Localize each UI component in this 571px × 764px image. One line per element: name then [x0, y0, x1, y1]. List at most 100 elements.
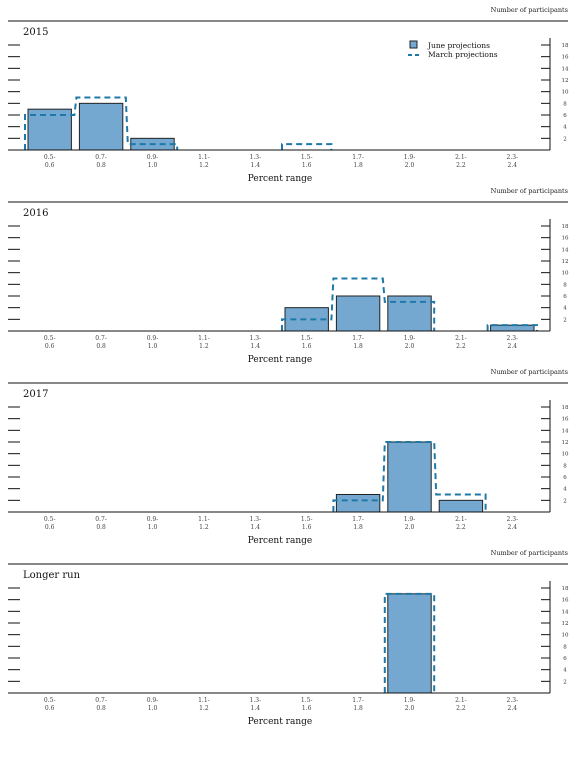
legend-june-swatch [409, 40, 418, 49]
march-outline [486, 324, 538, 331]
x-tick-label: 2.3- [507, 516, 519, 523]
y-tick-label: 16 [562, 55, 569, 61]
x-tick-label: 1.1- [198, 697, 210, 704]
x-tick-label: 1.3- [250, 516, 262, 523]
x-tick-label: 1.4 [251, 705, 261, 712]
x-tick-label: 2.2 [456, 705, 466, 712]
x-tick-label: 1.7- [352, 697, 364, 704]
y-tick-label: 4 [563, 306, 567, 312]
y-tick-label: 2 [563, 317, 567, 323]
y-tick-label: 14 [562, 428, 569, 434]
x-tick-label: 2.2 [456, 343, 466, 350]
x-tick-label: 2.0 [405, 705, 415, 712]
x-tick-label: 1.8 [353, 524, 363, 531]
x-tick-label: 0.7- [95, 154, 107, 161]
y-tick-label: 16 [562, 598, 569, 604]
march-outline [24, 96, 179, 150]
x-tick-label: 0.8 [96, 705, 106, 712]
x-tick-label: 1.9- [404, 516, 416, 523]
x-tick-label: 1.8 [353, 162, 363, 169]
y-tick-label: 14 [562, 609, 569, 615]
x-tick-label: 2.1- [455, 516, 467, 523]
march-outline [383, 592, 436, 693]
x-tick-label: 1.0 [148, 705, 158, 712]
x-tick-label: 2.3- [507, 154, 519, 161]
units-label: Number of participants [491, 368, 568, 376]
x-tick-label: 1.7- [352, 154, 364, 161]
units-label: Number of participants [491, 187, 568, 195]
y-tick-label: 6 [563, 475, 567, 481]
y-tick-label: 16 [562, 236, 569, 242]
x-tick-label: 0.5- [44, 154, 56, 161]
x-tick-label: 2.2 [456, 162, 466, 169]
x-tick-label: 2.1- [455, 335, 467, 342]
june-bar [78, 102, 124, 151]
y-tick-label: 14 [562, 66, 569, 72]
x-tick-label: 1.7- [352, 516, 364, 523]
x-axis-label: Percent range [248, 717, 312, 727]
x-tick-label: 2.2 [456, 524, 466, 531]
x-tick-label: 0.7- [95, 697, 107, 704]
x-tick-label: 2.0 [405, 162, 415, 169]
march-outline [281, 277, 436, 331]
y-tick-label: 8 [563, 101, 567, 107]
x-tick-label: 0.6 [45, 524, 55, 531]
x-tick-label: 1.5- [301, 154, 313, 161]
panel-0: Number of participants 2015 2 4 6 8 10 12 14 16 18… [8, 6, 569, 184]
x-tick-label: 0.9- [147, 154, 159, 161]
x-tick-label: 1.6 [302, 524, 312, 531]
y-tick-label: 6 [563, 656, 567, 662]
x-tick-label: 0.8 [96, 524, 106, 531]
y-tick-label: 10 [562, 452, 569, 458]
x-tick-label: 0.5- [44, 697, 56, 704]
x-tick-label: 2.1- [455, 154, 467, 161]
x-tick-label: 1.9- [404, 697, 416, 704]
x-tick-label: 2.4 [508, 524, 518, 531]
x-tick-label: 1.9- [404, 335, 416, 342]
june-bar [387, 593, 432, 694]
y-tick-label: 18 [562, 405, 569, 411]
x-tick-label: 2.0 [405, 524, 415, 531]
x-tick-label: 1.4 [251, 524, 261, 531]
x-tick-label: 1.5- [301, 335, 313, 342]
y-tick-label: 12 [562, 259, 569, 265]
y-tick-label: 14 [562, 247, 569, 253]
x-tick-label: 1.6 [302, 343, 312, 350]
x-tick-label: 0.9- [147, 335, 159, 342]
x-tick-label: 0.6 [45, 343, 55, 350]
x-tick-label: 0.8 [96, 343, 106, 350]
y-tick-label: 18 [562, 224, 569, 230]
panel-1: Number of participants 2016 2 4 6 8 10 12 14 16 18… [8, 187, 569, 365]
y-tick-label: 8 [563, 282, 567, 288]
june-bar [387, 441, 432, 513]
x-tick-label: 1.1- [198, 516, 210, 523]
x-tick-label: 1.2 [199, 162, 209, 169]
x-tick-label: 0.9- [147, 516, 159, 523]
x-tick-label: 1.6 [302, 705, 312, 712]
x-tick-label: 1.2 [199, 524, 209, 531]
x-tick-label: 1.4 [251, 162, 261, 169]
panel-title: 2017 [23, 389, 48, 400]
y-tick-label: 10 [562, 271, 569, 277]
y-tick-label: 4 [563, 487, 567, 493]
x-tick-label: 0.7- [95, 516, 107, 523]
june-bar [438, 499, 484, 513]
x-tick-label: 1.0 [148, 162, 158, 169]
legend-june-label: June projections [427, 41, 490, 50]
panel-title: 2016 [23, 208, 48, 219]
y-tick-label: 10 [562, 90, 569, 96]
x-tick-label: 1.2 [199, 343, 209, 350]
x-tick-label: 0.6 [45, 705, 55, 712]
panel-title: Longer run [23, 570, 81, 581]
x-tick-label: 0.6 [45, 162, 55, 169]
x-axis-label: Percent range [248, 355, 312, 365]
x-tick-label: 1.7- [352, 335, 364, 342]
x-tick-label: 1.3- [250, 335, 262, 342]
x-tick-label: 1.8 [353, 343, 363, 350]
x-tick-label: 2.4 [508, 705, 518, 712]
x-tick-label: 1.1- [198, 335, 210, 342]
x-tick-label: 0.9- [147, 697, 159, 704]
march-outline [332, 441, 487, 512]
y-tick-label: 6 [563, 294, 567, 300]
